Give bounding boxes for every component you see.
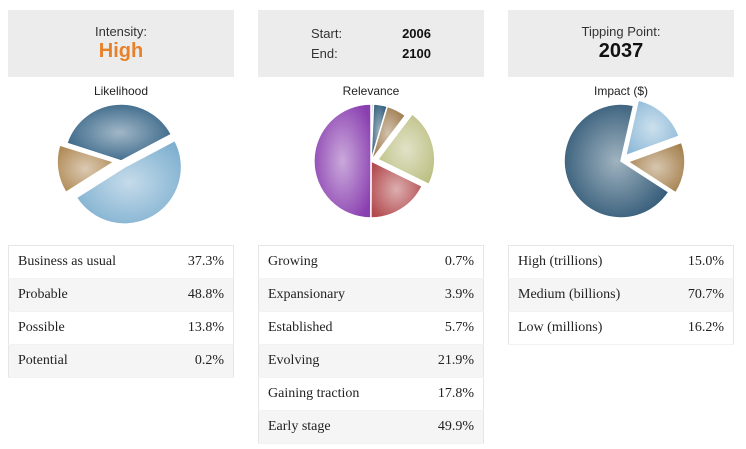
impact-pie-chart bbox=[563, 99, 686, 219]
pie-slice-low-millions bbox=[624, 99, 681, 157]
pie-slice-possible bbox=[56, 144, 116, 194]
row-value: 49.9% bbox=[408, 410, 484, 444]
row-value: 0.7% bbox=[408, 245, 484, 279]
pie-slice-potential bbox=[65, 142, 122, 162]
likelihood-chart-title: Likelihood bbox=[93, 84, 149, 98]
row-label: Early stage bbox=[258, 410, 409, 444]
table-row: Medium (billions) 70.7% bbox=[508, 278, 734, 312]
table-row: Expansionary 3.9% bbox=[258, 278, 484, 312]
end-value: 2100 bbox=[402, 45, 431, 61]
pie-slice-business-as-usual bbox=[65, 103, 173, 162]
pie-slice-high-trillions bbox=[626, 141, 686, 194]
row-label: Growing bbox=[258, 245, 409, 279]
start-row: Start: 2006 bbox=[311, 24, 431, 44]
row-label: Probable bbox=[8, 278, 162, 312]
pie-slice-probable bbox=[75, 139, 183, 225]
likelihood-pie-chart bbox=[56, 103, 183, 225]
row-value: 15.0% bbox=[663, 245, 734, 279]
row-value: 13.8% bbox=[161, 311, 234, 345]
row-value: 37.3% bbox=[161, 245, 234, 279]
table-row: High (trillions) 15.0% bbox=[508, 245, 734, 279]
row-value: 5.7% bbox=[408, 311, 484, 345]
table-row: Business as usual 37.3% bbox=[8, 245, 234, 279]
relevance-table: Growing 0.7% Expansionary 3.9% Established… bbox=[258, 245, 484, 444]
row-label: Established bbox=[258, 311, 409, 345]
likelihood-table: Business as usual 37.3% Probable 48.8% Pos… bbox=[8, 245, 234, 378]
start-label: Start: bbox=[311, 25, 343, 41]
timeline-panel: Start: 2006 End: 2100 bbox=[258, 10, 484, 77]
relevance-chart-title: Relevance bbox=[342, 84, 400, 98]
row-label: Low (millions) bbox=[508, 311, 664, 345]
row-value: 3.9% bbox=[408, 278, 484, 312]
row-label: Potential bbox=[8, 344, 162, 378]
row-label: Medium (billions) bbox=[508, 278, 664, 312]
table-row: Early stage 49.9% bbox=[258, 410, 484, 444]
table-row: Growing 0.7% bbox=[258, 245, 484, 279]
table-row: Probable 48.8% bbox=[8, 278, 234, 312]
table-row: Low (millions) 16.2% bbox=[508, 311, 734, 345]
impact-table: High (trillions) 15.0% Medium (billions) 7… bbox=[508, 245, 734, 345]
tipping-point-value: 2037 bbox=[598, 40, 644, 62]
impact-column: Tipping Point: 2037 Impact ($) bbox=[508, 10, 734, 228]
table-row: Potential 0.2% bbox=[8, 344, 234, 378]
row-label: Business as usual bbox=[8, 245, 162, 279]
row-value: 16.2% bbox=[663, 311, 734, 345]
row-value: 17.8% bbox=[408, 377, 484, 411]
relevance-pie-chart bbox=[313, 103, 436, 219]
table-row: Gaining traction 17.8% bbox=[258, 377, 484, 411]
intensity-panel: Intensity: High bbox=[8, 10, 234, 77]
row-label: Gaining traction bbox=[258, 377, 409, 411]
impact-chart-title: Impact ($) bbox=[593, 84, 648, 98]
end-label: End: bbox=[311, 45, 338, 61]
intensity-label: Intensity: bbox=[94, 24, 148, 39]
pie-slice-evolving bbox=[376, 112, 436, 186]
row-value: 21.9% bbox=[408, 344, 484, 378]
likelihood-column: Intensity: High Likelihood bbox=[8, 10, 234, 228]
pie-slice-early-stage bbox=[313, 103, 372, 219]
row-label: High (trillions) bbox=[508, 245, 664, 279]
row-label: Expansionary bbox=[258, 278, 409, 312]
table-row: Evolving 21.9% bbox=[258, 344, 484, 378]
pie-slice-gaining-traction bbox=[370, 159, 424, 219]
row-value: 48.8% bbox=[161, 278, 234, 312]
tipping-point-label: Tipping Point: bbox=[581, 24, 661, 39]
start-value: 2006 bbox=[402, 25, 431, 41]
intensity-value: High bbox=[98, 40, 144, 62]
row-value: 0.2% bbox=[161, 344, 234, 378]
relevance-column: Start: 2006 End: 2100 Relevance bbox=[258, 10, 484, 228]
end-row: End: 2100 bbox=[311, 44, 431, 64]
pie-slice-established bbox=[370, 105, 407, 162]
tipping-point-panel: Tipping Point: 2037 bbox=[508, 10, 734, 77]
row-label: Evolving bbox=[258, 344, 409, 378]
row-value: 70.7% bbox=[663, 278, 734, 312]
pie-slice-medium-billions bbox=[563, 103, 670, 219]
table-row: Possible 13.8% bbox=[8, 311, 234, 345]
row-label: Possible bbox=[8, 311, 162, 345]
table-row: Established 5.7% bbox=[258, 311, 484, 345]
